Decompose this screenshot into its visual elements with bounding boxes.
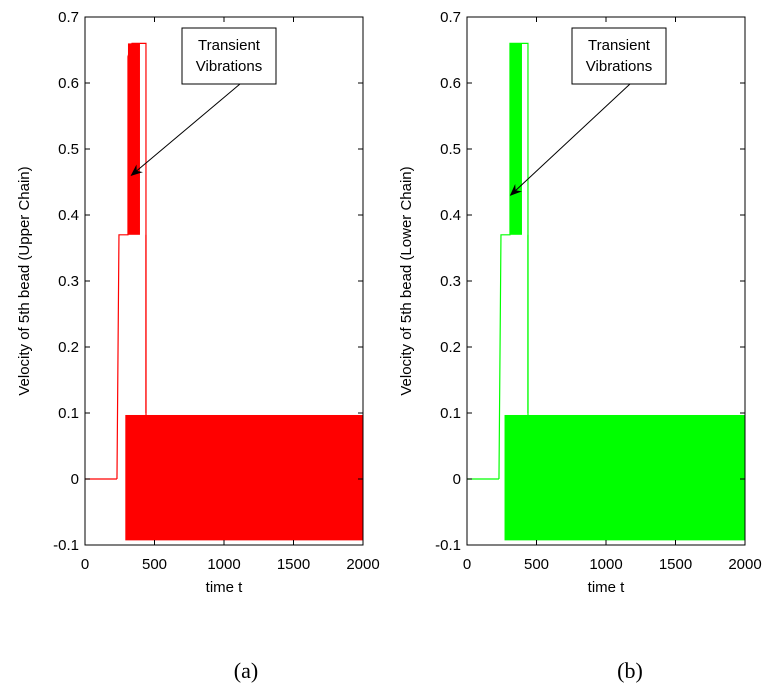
x-tick-label: 1000	[589, 556, 622, 573]
y-tick-label: 0.5	[440, 141, 461, 158]
y-axis-label: Velocity of 5th bead (Lower Chain)	[398, 166, 415, 395]
x-tick-label: 500	[142, 556, 167, 573]
oscillation-band	[504, 414, 745, 541]
annotation-arrow	[130, 83, 241, 177]
panel-caption: (a)	[234, 658, 258, 683]
annotation-arrow	[509, 83, 631, 196]
annotation-box	[181, 27, 277, 85]
y-tick-label: 0	[71, 471, 79, 488]
chart-panel-a: -0.100.10.20.30.40.50.60.70 500 1000 1500 20…	[16, 9, 380, 683]
x-tick-label: 2000	[728, 556, 761, 573]
y-tick-label: 0.6	[440, 75, 461, 92]
chart-panel-b: -0.100.10.20.30.40.50.60.70 500 1000 1500 20…	[398, 9, 762, 683]
y-tick-label: 0.7	[440, 9, 461, 26]
transient-spike-fill	[509, 43, 522, 235]
y-axis-label: Velocity of 5th bead (Upper Chain)	[16, 166, 33, 395]
annotation-text-line2: Vibrations	[196, 58, 262, 75]
annotation-text-line1: Transient	[588, 37, 651, 54]
y-tick-label: -0.1	[435, 537, 461, 554]
x-tick-label: 1500	[277, 556, 310, 573]
y-tick-label: 0.1	[58, 405, 79, 422]
x-tick-label: 0	[463, 556, 471, 573]
y-tick-label: 0.5	[58, 141, 79, 158]
y-tick-label: 0.6	[58, 75, 79, 92]
x-tick-label: 1000	[207, 556, 240, 573]
x-axis-label: time t	[206, 579, 244, 596]
transient-spike-fill	[127, 43, 140, 235]
x-axis-label: time t	[588, 579, 626, 596]
y-tick-label: 0.7	[58, 9, 79, 26]
oscillation-band	[125, 414, 363, 541]
y-tick-label: 0.2	[440, 339, 461, 356]
y-tick-label: 0.2	[58, 339, 79, 356]
y-tick-label: 0	[453, 471, 461, 488]
y-tick-label: -0.1	[53, 537, 79, 554]
annotation-text-line1: Transient	[198, 37, 261, 54]
panel-caption: (b)	[617, 658, 643, 683]
y-tick-label: 0.3	[58, 273, 79, 290]
x-tick-label: 1500	[659, 556, 692, 573]
y-tick-label: 0.1	[440, 405, 461, 422]
y-tick-label: 0.3	[440, 273, 461, 290]
annotation-text-line2: Vibrations	[586, 58, 652, 75]
y-tick-label: 0.4	[58, 207, 79, 224]
x-tick-label: 500	[524, 556, 549, 573]
x-tick-label: 0	[81, 556, 89, 573]
annotation-box	[571, 27, 667, 85]
x-tick-label: 2000	[346, 556, 379, 573]
y-tick-label: 0.4	[440, 207, 461, 224]
